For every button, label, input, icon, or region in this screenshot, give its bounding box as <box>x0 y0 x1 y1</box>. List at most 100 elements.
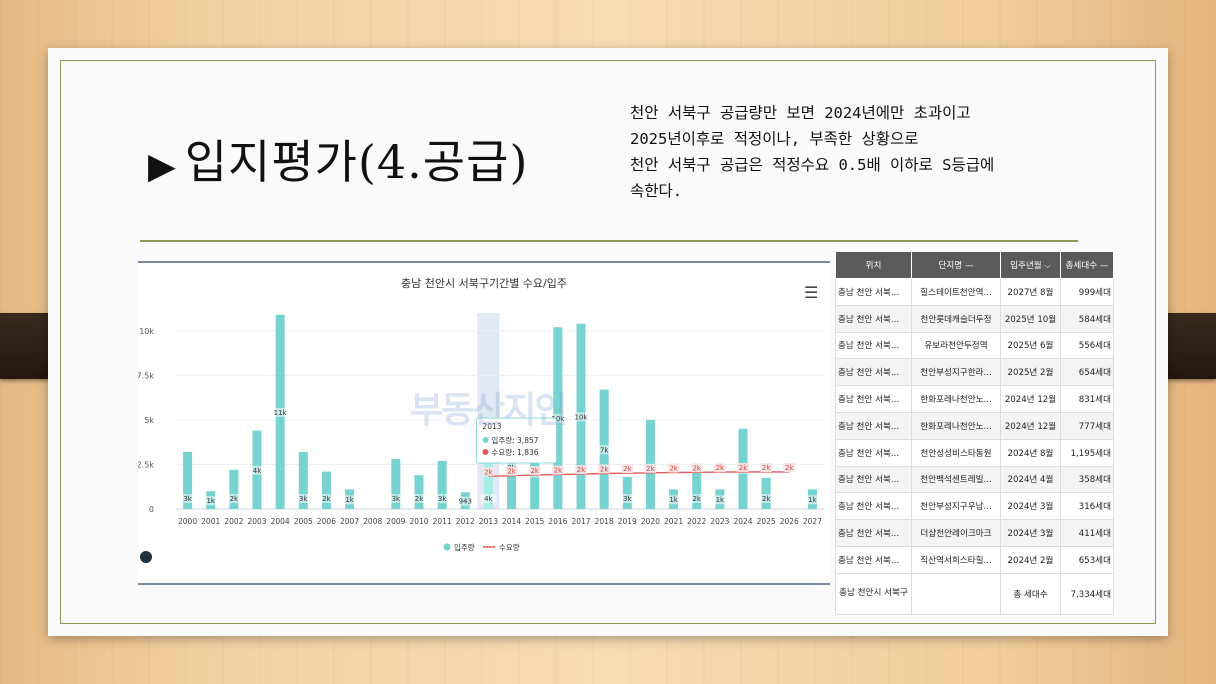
hamburger-menu-icon[interactable]: ☰ <box>804 283 819 302</box>
table-row[interactable]: 충남 천안 서북... 직산역서희스타힐... 2024년 2월 653세대 <box>835 545 1114 574</box>
x-tick-label: 2024 <box>733 517 752 526</box>
column-header[interactable]: 위치 <box>835 251 912 279</box>
table-row[interactable]: 충남 천안 서북... 천안롯데캐슬더두정 2025년 10월 584세대 <box>835 304 1114 333</box>
table-cell: 천안롯데캐슬더두정 <box>911 304 1001 333</box>
y-tick-label: 0 <box>149 505 154 514</box>
bar-label-bg <box>341 495 358 505</box>
y-tick-label: 10k <box>139 327 154 336</box>
table-cell: 천안부성지구우남... <box>911 492 1001 521</box>
table-total-cell: 충남 천안시 서북구 <box>835 572 912 615</box>
table-row[interactable]: 충남 천안 서북... 천안부성지구한라... 2025년 2월 654세대 <box>835 358 1114 387</box>
bar-data-label: 1k <box>206 497 215 505</box>
table-cell: 2024년 12월 <box>1000 385 1061 413</box>
bar <box>229 469 239 509</box>
table-cell: 충남 천안 서북... <box>835 385 912 413</box>
bar-data-label: 2k <box>230 495 239 503</box>
bar-data-label: 3k <box>299 495 308 503</box>
slide-frame <box>60 60 1156 624</box>
line-data-label: 2k <box>692 464 701 472</box>
x-tick-label: 2010 <box>409 517 428 526</box>
table-row[interactable]: 충남 천안 서북... 더샵천안레이크마크 2024년 3월 411세대 <box>835 519 1114 547</box>
table-row[interactable]: 충남 천안 서북... 한화포레나천안노... 2024년 12월 777세대 <box>835 411 1114 440</box>
line-label-bg <box>760 462 773 472</box>
table-cell: 316세대 <box>1060 492 1114 521</box>
bar-data-label: 3k <box>392 495 401 503</box>
x-tick-label: 2015 <box>525 517 544 526</box>
tooltip-demand-marker <box>482 449 489 455</box>
table-row[interactable]: 충남 천안 서북... 천안부성지구우남... 2024년 3월 316세대 <box>835 492 1114 521</box>
table-cell: 2024년 2월 <box>1000 545 1061 574</box>
bar-data-label: 2k <box>762 495 771 503</box>
column-header[interactable]: 총세대수 — <box>1060 251 1114 279</box>
bar-data-label: 1k <box>808 496 817 504</box>
line-label-bg <box>783 462 796 472</box>
table-cell: 천안성성비스타동원 <box>911 438 1001 467</box>
bar-label-bg <box>665 495 682 505</box>
legend-supply-label: 입주량 <box>454 543 475 552</box>
bar-data-label: 943 <box>459 498 472 506</box>
table-cell: 천안부성지구한라... <box>911 358 1001 387</box>
bar <box>692 468 702 509</box>
bar-label-bg <box>758 494 775 503</box>
home-icon[interactable] <box>140 551 152 563</box>
bar-label-bg <box>295 494 312 503</box>
column-header[interactable]: 입주년월 ⌵ <box>1000 251 1061 279</box>
bar-label-bg <box>318 494 335 503</box>
x-tick-label: 2005 <box>294 517 313 526</box>
bar <box>298 451 308 509</box>
column-header[interactable]: 단지명 — <box>911 251 1001 279</box>
table-cell: 584세대 <box>1060 304 1114 333</box>
line-label-bg <box>482 467 495 477</box>
bar-label-bg <box>225 494 242 503</box>
x-tick-label: 2009 <box>386 517 405 526</box>
bar-label-bg <box>179 494 196 503</box>
line-data-label: 2k <box>785 464 794 472</box>
description-line: 천안 서북구 공급량만 보면 2024년에만 초과이고 <box>630 104 971 122</box>
table-total-cell: 7,334세대 <box>1060 572 1114 615</box>
table-cell: 충남 천안 서북... <box>835 545 912 574</box>
table-row[interactable]: 충남 천안 서북... 천안백석센트레빌... 2024년 4월 358세대 <box>835 465 1114 494</box>
x-tick-label: 2004 <box>271 517 290 526</box>
line-data-label: 2k <box>577 466 586 474</box>
table-cell: 충남 천안 서북... <box>835 331 912 360</box>
x-tick-label: 2022 <box>687 517 706 526</box>
bar-data-label: 3k <box>183 495 192 503</box>
table-row[interactable]: 충남 천안 서북... 한화포레나천안노... 2024년 12월 831세대 <box>835 385 1114 413</box>
bar-label-bg <box>411 494 427 503</box>
table-cell: 2025년 6월 <box>1000 331 1061 360</box>
tooltip-supply-text: 입주량: 3,857 <box>491 436 538 445</box>
table-cell: 654세대 <box>1060 358 1114 387</box>
bar <box>761 477 771 509</box>
bar-data-label: 10k <box>551 415 565 423</box>
line-label-bg <box>644 463 657 473</box>
line-data-label: 2k <box>739 464 748 472</box>
table-row[interactable]: 충남 천안 서북... 힐스테이트천안역... 2027년 8월 999세대 <box>835 278 1114 306</box>
table-total-cell <box>911 572 1001 615</box>
table-row[interactable]: 충남 천안 서북... 유보라천안두정역 2025년 6월 556세대 <box>835 331 1114 360</box>
table-cell: 777세대 <box>1060 411 1114 440</box>
table-header-row: 위치 단지명 — 입주년월 ⌵ 총세대수 — <box>835 251 1114 279</box>
table-cell: 유보라천안두정역 <box>911 331 1001 360</box>
x-tick-label: 2012 <box>456 517 475 526</box>
table-cell: 2025년 2월 <box>1000 358 1061 387</box>
line-data-label: 2k <box>530 467 539 475</box>
x-tick-label: 2019 <box>618 517 637 526</box>
x-tick-label: 2026 <box>780 517 799 526</box>
tooltip-supply-marker <box>482 437 489 443</box>
table-cell: 천안백석센트레빌... <box>911 465 1001 494</box>
description-line: 2025년이후로 적정이나, 부족한 상황으로 <box>630 130 919 148</box>
bar-data-label: 1k <box>669 496 678 504</box>
bar-label-bg <box>434 494 451 503</box>
bar-label-bg <box>688 494 705 503</box>
chart-title: 충남 천안시 서북구기간별 수요/입주 <box>401 276 567 290</box>
line-data-label: 2k <box>669 464 678 472</box>
title-arrow-icon: ▶ <box>148 146 177 187</box>
table-row[interactable]: 충남 천안 서북... 천안성성비스타동원 2024년 8월 1,195세대 <box>835 438 1114 467</box>
tooltip-demand-text: 수요량: 1,836 <box>491 448 538 457</box>
table-cell: 한화포레나천안노... <box>911 411 1001 440</box>
bar-label-bg <box>711 495 728 505</box>
complex-table: 위치 단지명 — 입주년월 ⌵ 총세대수 — 충남 천안 서북... 힐스테이트천안역.… <box>835 251 1114 615</box>
bar <box>183 451 193 509</box>
x-tick-label: 2027 <box>803 517 822 526</box>
tooltip-box <box>475 417 557 464</box>
